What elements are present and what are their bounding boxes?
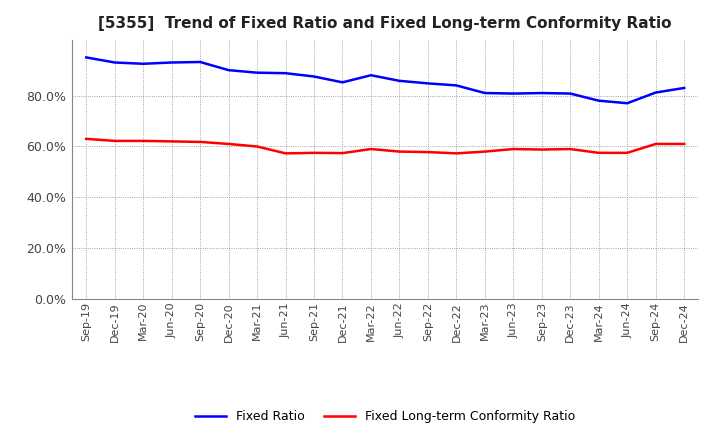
Fixed Long-term Conformity Ratio <box>509 147 518 152</box>
Fixed Long-term Conformity Ratio <box>652 141 660 147</box>
Fixed Long-term Conformity Ratio <box>110 138 119 143</box>
Fixed Long-term Conformity Ratio <box>566 147 575 152</box>
Fixed Ratio <box>338 80 347 85</box>
Fixed Long-term Conformity Ratio <box>537 147 546 152</box>
Fixed Ratio <box>509 91 518 96</box>
Fixed Ratio <box>82 55 91 60</box>
Fixed Ratio <box>566 91 575 96</box>
Fixed Ratio <box>167 60 176 65</box>
Fixed Ratio <box>253 70 261 75</box>
Fixed Ratio <box>310 74 318 79</box>
Fixed Ratio <box>652 90 660 95</box>
Fixed Ratio <box>282 70 290 76</box>
Fixed Ratio <box>196 59 204 65</box>
Fixed Ratio <box>395 78 404 84</box>
Fixed Ratio <box>537 90 546 95</box>
Fixed Ratio <box>110 60 119 65</box>
Title: [5355]  Trend of Fixed Ratio and Fixed Long-term Conformity Ratio: [5355] Trend of Fixed Ratio and Fixed Lo… <box>99 16 672 32</box>
Line: Fixed Ratio: Fixed Ratio <box>86 57 684 103</box>
Fixed Long-term Conformity Ratio <box>338 150 347 156</box>
Fixed Ratio <box>680 85 688 91</box>
Fixed Long-term Conformity Ratio <box>395 149 404 154</box>
Fixed Long-term Conformity Ratio <box>452 151 461 156</box>
Fixed Long-term Conformity Ratio <box>82 136 91 142</box>
Fixed Long-term Conformity Ratio <box>167 139 176 144</box>
Fixed Long-term Conformity Ratio <box>366 147 375 152</box>
Fixed Ratio <box>423 81 432 86</box>
Fixed Long-term Conformity Ratio <box>196 139 204 145</box>
Fixed Long-term Conformity Ratio <box>282 151 290 156</box>
Fixed Long-term Conformity Ratio <box>623 150 631 155</box>
Fixed Long-term Conformity Ratio <box>225 141 233 147</box>
Fixed Ratio <box>452 83 461 88</box>
Fixed Long-term Conformity Ratio <box>253 144 261 149</box>
Fixed Ratio <box>139 61 148 66</box>
Fixed Long-term Conformity Ratio <box>680 141 688 147</box>
Fixed Ratio <box>225 67 233 73</box>
Fixed Long-term Conformity Ratio <box>423 150 432 155</box>
Fixed Long-term Conformity Ratio <box>480 149 489 154</box>
Fixed Ratio <box>595 98 603 103</box>
Fixed Long-term Conformity Ratio <box>139 138 148 143</box>
Fixed Ratio <box>366 73 375 78</box>
Fixed Long-term Conformity Ratio <box>595 150 603 155</box>
Line: Fixed Long-term Conformity Ratio: Fixed Long-term Conformity Ratio <box>86 139 684 154</box>
Fixed Long-term Conformity Ratio <box>310 150 318 155</box>
Fixed Ratio <box>480 90 489 95</box>
Legend: Fixed Ratio, Fixed Long-term Conformity Ratio: Fixed Ratio, Fixed Long-term Conformity … <box>190 405 580 428</box>
Fixed Ratio <box>623 101 631 106</box>
